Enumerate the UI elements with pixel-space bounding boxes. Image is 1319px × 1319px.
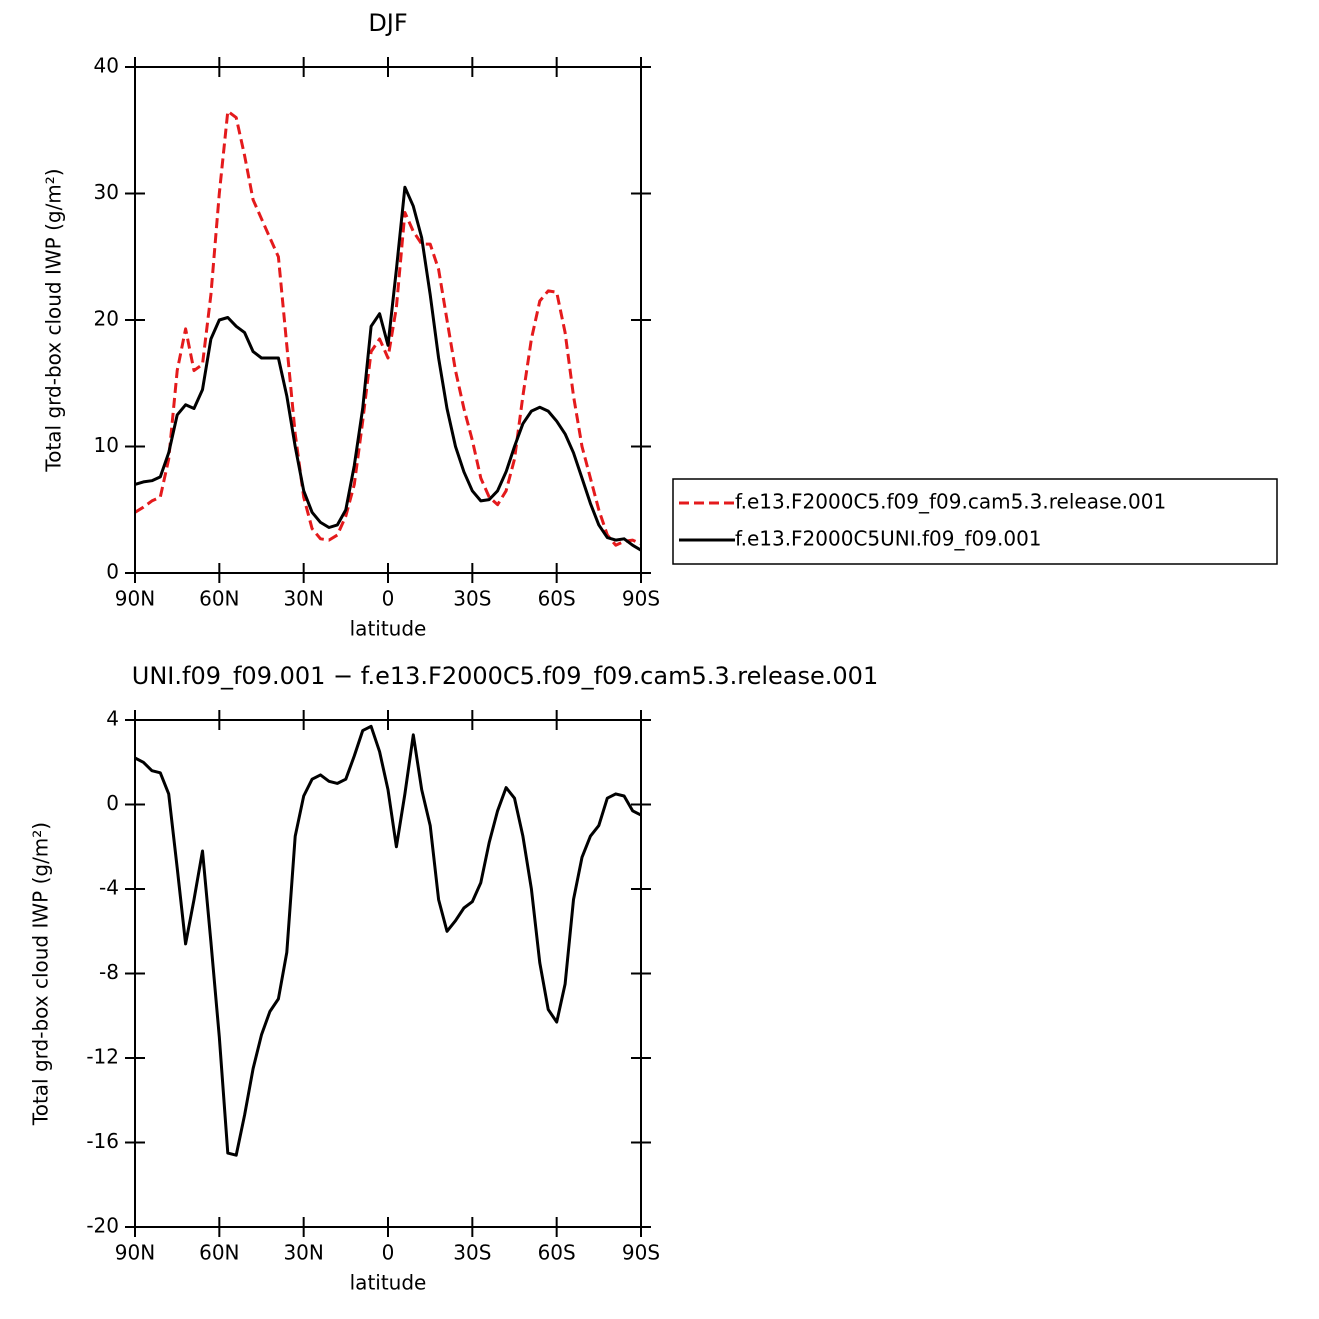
plot-frame — [134, 719, 642, 1228]
y-tick-label: 4 — [106, 707, 119, 731]
x-tick-label: 90S — [622, 587, 660, 611]
y-tick-label: -20 — [86, 1214, 119, 1238]
y-tick-label: -16 — [86, 1129, 119, 1153]
x-tick-label: 60N — [199, 587, 239, 611]
legend-box — [672, 478, 1278, 565]
x-tick-label: 30S — [453, 1241, 491, 1265]
data-line — [134, 109, 642, 547]
x-tick-label: 0 — [382, 587, 395, 611]
x-tick-label: 0 — [382, 1241, 395, 1265]
x-tick-label: 60S — [538, 1241, 576, 1265]
y-tick-label: 20 — [94, 307, 119, 331]
chart-title: UNI.f09_f09.001 − f.e13.F2000C5.f09_f09.… — [132, 662, 878, 690]
y-tick-label: 30 — [94, 180, 119, 204]
x-tick-label: 90N — [115, 587, 155, 611]
y-axis-label: Total grd-box cloud IWP (g/m²) — [42, 168, 66, 472]
y-tick-label: -8 — [99, 960, 119, 984]
data-line — [134, 724, 642, 1157]
y-axis-label: Total grd-box cloud IWP (g/m²) — [29, 822, 53, 1126]
legend-label: f.e13.F2000C5.f09_f09.cam5.3.release.001 — [735, 490, 1166, 514]
x-tick-label: 90N — [115, 1241, 155, 1265]
x-tick-label: 30N — [283, 1241, 323, 1265]
y-tick-label: 10 — [94, 433, 119, 457]
y-tick-label: 0 — [106, 560, 119, 584]
x-tick-label: 60S — [538, 587, 576, 611]
y-tick-label: -12 — [86, 1045, 119, 1069]
y-tick-label: -4 — [99, 876, 119, 900]
x-tick-label: 30S — [453, 587, 491, 611]
plot-frame — [134, 66, 642, 574]
y-tick-label: 0 — [106, 791, 119, 815]
x-tick-label: 30N — [283, 587, 323, 611]
y-tick-label: 40 — [94, 54, 119, 78]
legend-label: f.e13.F2000C5UNI.f09_f09.001 — [735, 527, 1042, 551]
x-tick-label: 60N — [199, 1241, 239, 1265]
x-tick-label: 90S — [622, 1241, 660, 1265]
data-line — [134, 185, 642, 552]
x-axis-label: latitude — [350, 617, 427, 641]
x-axis-label: latitude — [350, 1271, 427, 1295]
chart-title: DJF — [368, 9, 407, 37]
